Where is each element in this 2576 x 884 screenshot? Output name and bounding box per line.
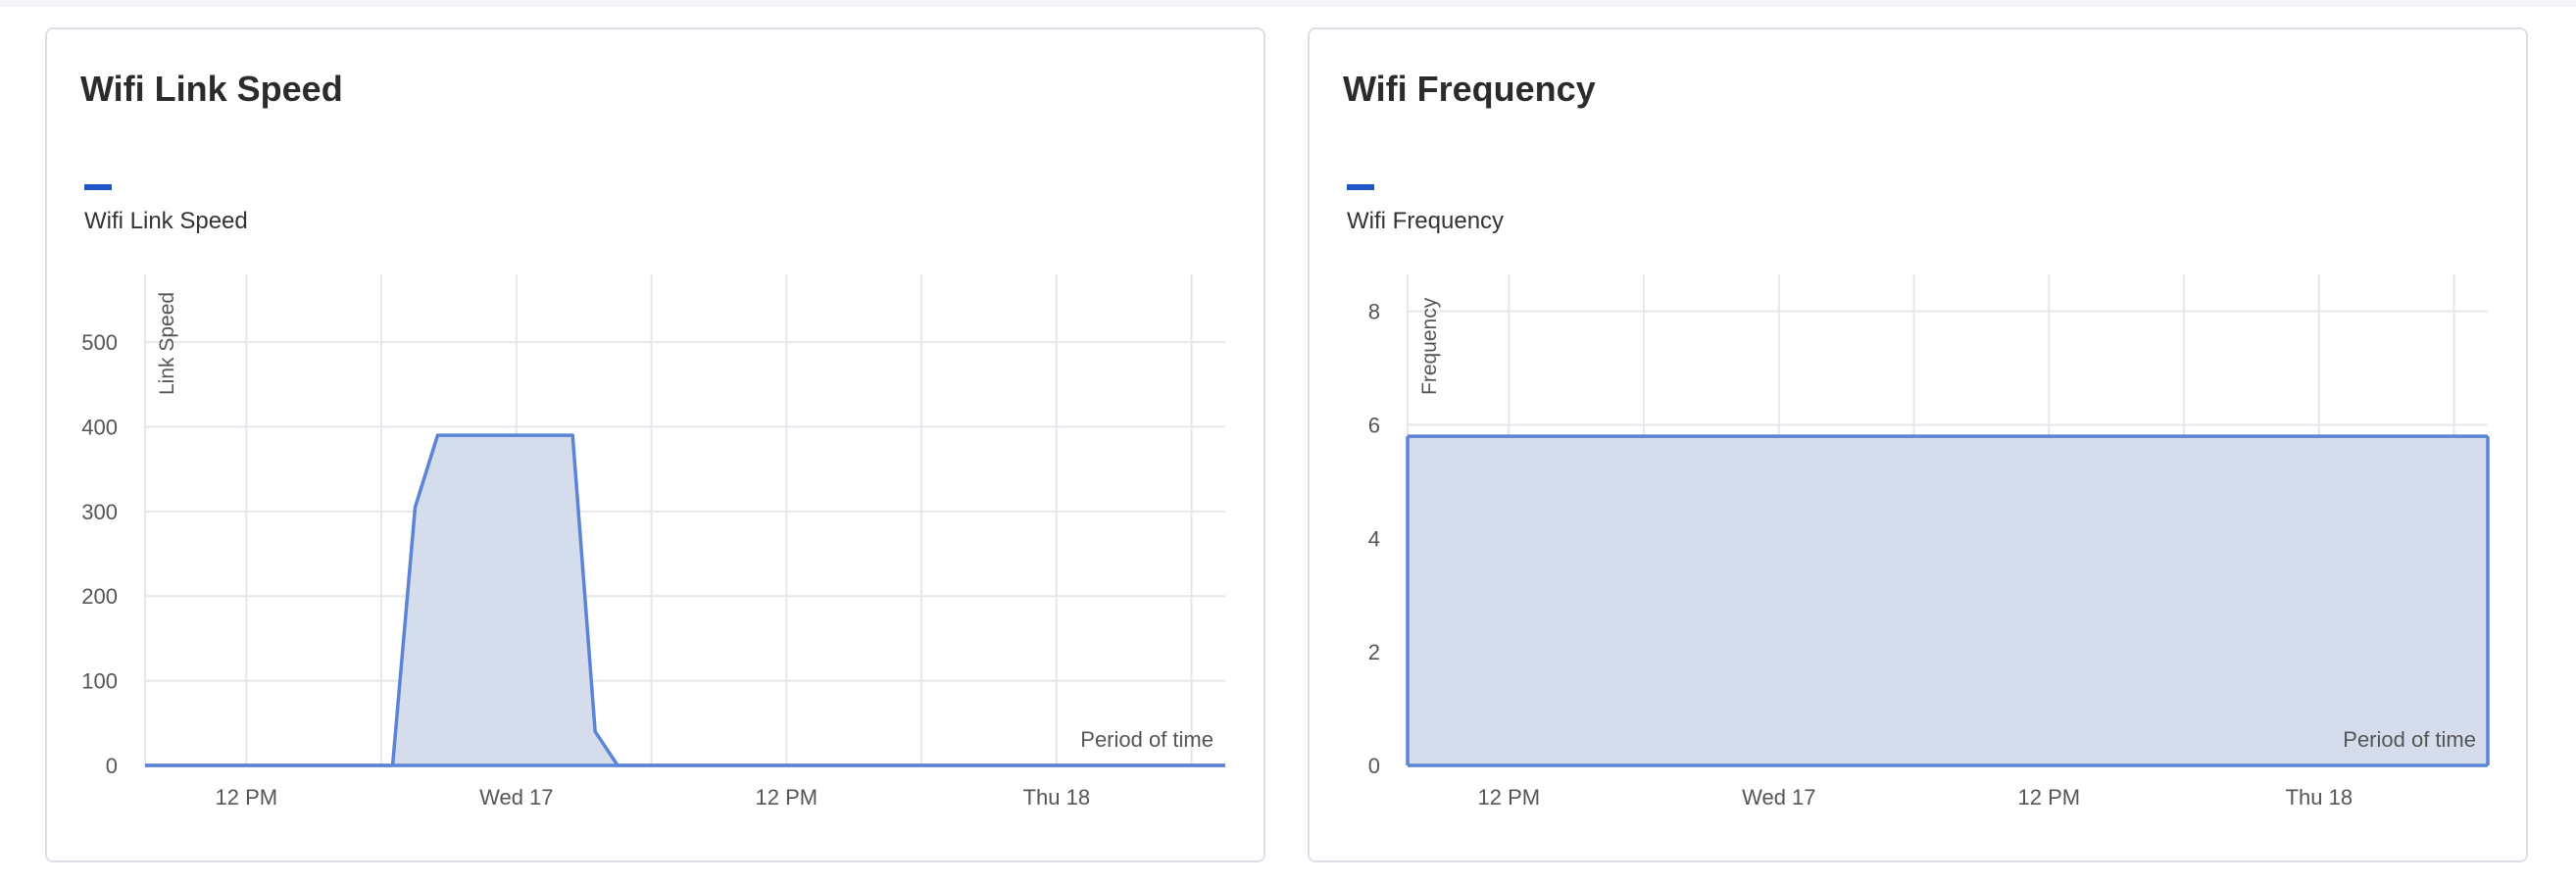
x-tick-label: Wed 17 — [1742, 785, 1815, 810]
y-tick-label: 500 — [81, 330, 118, 355]
wifi-link-speed-chart: 0 100 200 300 400 500 12 PM Wed 17 12 PM Thu 18 Li… — [81, 274, 1225, 810]
y-axis-title: Frequency — [1418, 297, 1441, 395]
y-tick-label: 6 — [1368, 413, 1380, 437]
x-tick-label: 12 PM — [216, 785, 278, 810]
wifi-link-speed-card: Wifi Link Speed Wifi Link Speed 0 100 200 3… — [45, 27, 1265, 862]
y-tick-label: 300 — [81, 500, 118, 524]
x-axis-title: Period of time — [1080, 727, 1214, 752]
x-tick-label: Thu 18 — [1023, 785, 1091, 810]
series-line — [145, 433, 1225, 767]
x-tick-label: 12 PM — [756, 785, 818, 810]
y-tick-label: 8 — [1368, 300, 1380, 324]
y-tick-label: 0 — [106, 754, 118, 778]
legend[interactable]: Wifi Frequency — [1347, 184, 1504, 235]
y-tick-label: 2 — [1368, 640, 1380, 664]
x-tick-label: 12 PM — [1478, 785, 1541, 810]
y-tick-label: 4 — [1368, 526, 1380, 551]
legend-label: Wifi Link Speed — [84, 208, 248, 234]
y-axis-title: Link Speed — [156, 292, 178, 395]
legend-label: Wifi Frequency — [1347, 208, 1505, 234]
legend-swatch — [84, 184, 112, 190]
top-band — [0, 0, 2576, 7]
card-title: Wifi Frequency — [1343, 69, 1596, 109]
x-tick-label: Thu 18 — [2286, 785, 2353, 810]
wifi-frequency-card: Wifi Frequency Wifi Frequency 0 2 4 6 8 12 PM… — [1308, 27, 2528, 862]
x-axis-title: Period of time — [2343, 727, 2476, 752]
card-title: Wifi Link Speed — [80, 69, 343, 109]
legend[interactable]: Wifi Link Speed — [84, 184, 248, 235]
series-area — [1408, 436, 2488, 765]
y-tick-label: 400 — [81, 415, 118, 439]
y-tick-label: 200 — [81, 584, 118, 609]
wifi-frequency-chart: 0 2 4 6 8 12 PM Wed 17 12 PM Thu 18 Frequency Peri… — [1368, 274, 2490, 810]
series-area — [145, 435, 1225, 765]
y-tick-label: 100 — [81, 669, 118, 694]
y-tick-label: 0 — [1368, 754, 1380, 778]
x-tick-label: 12 PM — [2018, 785, 2081, 810]
legend-swatch — [1347, 184, 1374, 190]
x-tick-label: Wed 17 — [479, 785, 553, 810]
